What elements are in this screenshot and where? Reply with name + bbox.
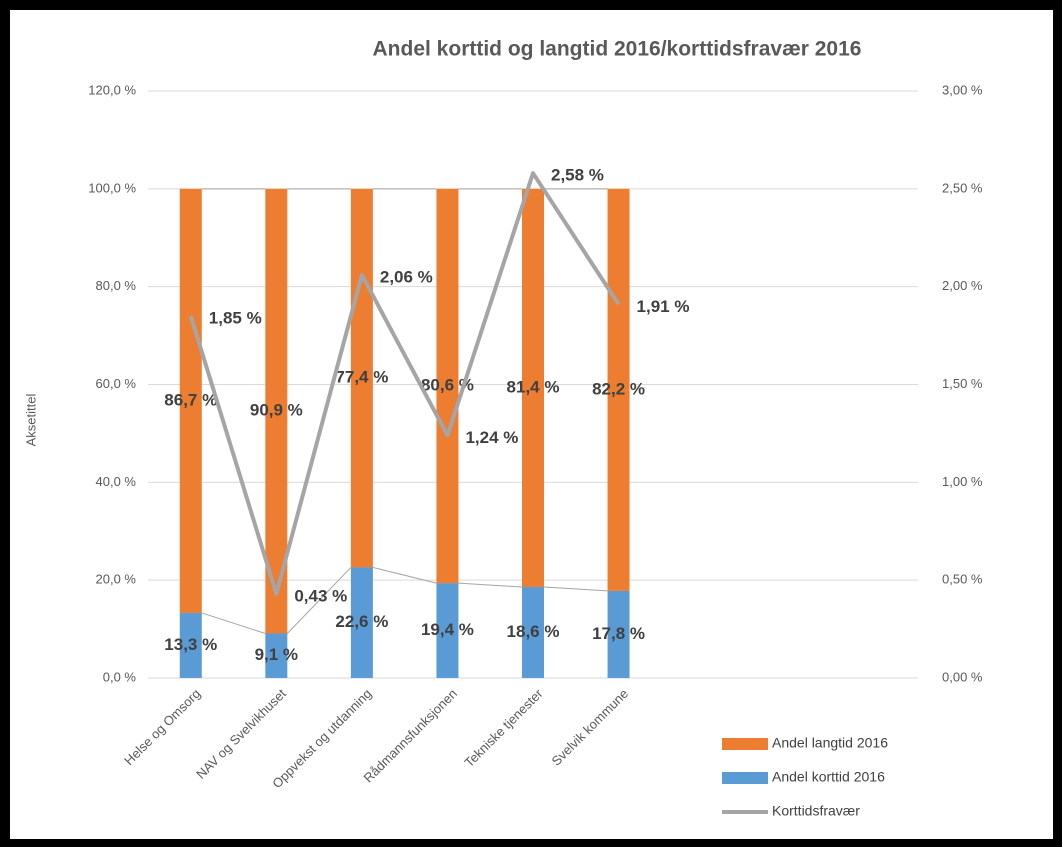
y-tick-label: 40,0 % [96,474,137,489]
bar [265,188,288,634]
legend-label: Korttidsfravær [772,803,860,819]
data-label: 18,6 % [507,622,560,641]
data-label: 22,6 % [335,612,388,631]
y2-tick-label: 1,50 % [942,376,983,391]
series-line [372,566,437,584]
line [188,171,621,596]
data-label: 9,1 % [255,645,298,664]
y2-tick-label: 1,00 % [942,474,983,489]
data-label: 81,4 % [507,377,560,396]
bar [350,567,373,678]
data-label: 1,24 % [465,428,518,447]
bar [607,590,630,678]
y-axis-title: Aksetittel [23,394,38,447]
chart-title: Andel korttid og langtid 2016/korttidsfr… [373,38,862,61]
data-label: 90,9 % [250,401,303,420]
y2-tick-label: 2,50 % [942,180,983,195]
series-line [458,582,523,588]
series-line [201,612,266,634]
y2-tick-label: 0,00 % [942,669,983,684]
legend-swatch [722,738,768,750]
y-tick-label: 0,0 % [103,669,137,684]
bar [522,188,544,588]
bar [607,188,630,591]
y2-tick-label: 0,50 % [942,572,983,587]
data-label: 77,4 % [335,368,388,387]
data-label: 86,7 % [164,390,217,409]
data-label: 13,3 % [164,635,217,654]
data-label: 82,2 % [592,379,645,398]
legend-label: Andel korttid 2016 [772,769,885,785]
data-label: 2,58 % [551,166,604,185]
bar [436,583,459,678]
bar [179,188,202,613]
data-label: 17,8 % [592,624,645,643]
data-label: 1,91 % [637,297,690,316]
data-label: 2,06 % [380,267,433,286]
data-label: 1,85 % [209,309,262,328]
bar [436,188,459,584]
legend-swatch [722,772,768,784]
y-tick-label: 80,0 % [96,278,137,293]
data-label: 19,4 % [421,620,474,639]
bar [265,633,288,678]
series-line [286,567,352,634]
y-tick-label: 20,0 % [96,572,137,587]
y2-tick-label: 3,00 % [942,82,983,97]
y-tick-label: 120,0 % [88,82,136,97]
bar [179,612,202,678]
legend-label: Andel langtid 2016 [772,735,888,751]
y-tick-label: 100,0 % [88,180,136,195]
y-tick-label: 60,0 % [96,376,137,391]
data-label: 0,43 % [294,586,347,605]
bar [522,587,544,678]
series-line [543,586,608,592]
y2-tick-label: 2,00 % [942,278,983,293]
